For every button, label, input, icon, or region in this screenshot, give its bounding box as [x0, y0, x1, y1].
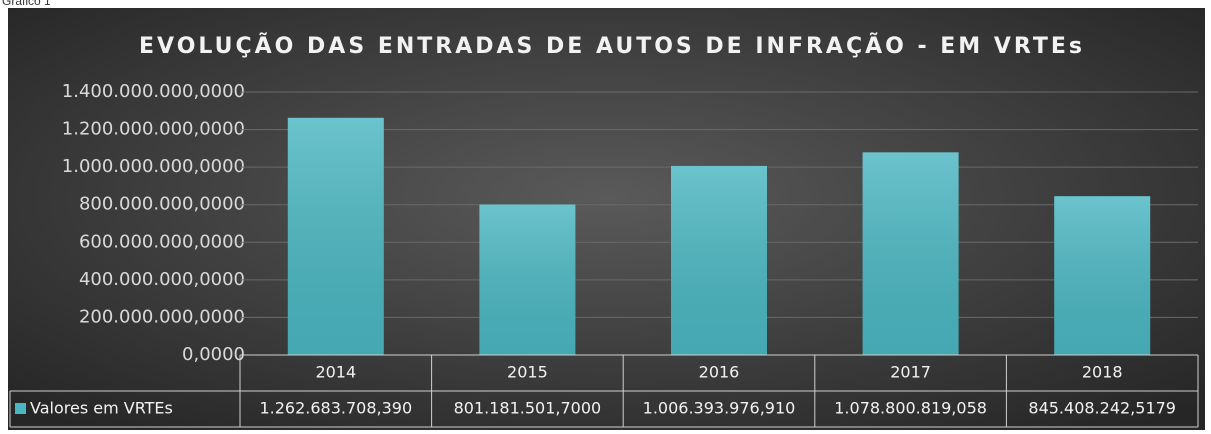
y-tick-label: 800.000.000,0000 — [79, 194, 245, 215]
bar-shade — [479, 204, 576, 355]
table-value: 845.408.242,5179 — [1028, 399, 1176, 418]
bar-shade — [862, 152, 959, 355]
y-tick-label: 400.000.000,0000 — [79, 269, 245, 290]
y-tick-label: 0,0000 — [182, 344, 245, 365]
x-tick-label: 2014 — [315, 363, 356, 382]
table-value: 1.262.683.708,390 — [259, 399, 412, 418]
y-tick-label: 1.200.000.000,0000 — [62, 119, 245, 140]
y-tick-label: 1.000.000.000,0000 — [62, 156, 245, 177]
table-value: 1.006.393.976,910 — [643, 399, 796, 418]
chart-title: EVOLUÇÃO DAS ENTRADAS DE AUTOS DE INFRAÇ… — [139, 33, 1085, 59]
y-tick-label: 200.000.000,0000 — [79, 306, 245, 327]
y-tick-label: 600.000.000,0000 — [79, 231, 245, 252]
bar-shade — [1054, 196, 1151, 355]
caption: Gráfico 1 — [2, 0, 51, 8]
bar-shade — [671, 165, 767, 355]
chart-background — [8, 8, 1205, 430]
x-tick-label: 2016 — [699, 363, 740, 382]
y-tick-label: 1.400.000.000,0000 — [62, 81, 245, 102]
table-value: 1.078.800.819,058 — [834, 399, 987, 418]
x-tick-label: 2017 — [890, 363, 931, 382]
bar-shade — [287, 117, 384, 356]
x-tick-label: 2015 — [507, 363, 548, 382]
table-value: 801.181.501,7000 — [454, 399, 602, 418]
legend-label: Valores em VRTEs — [30, 399, 173, 418]
x-tick-label: 2018 — [1082, 363, 1123, 382]
legend-swatch — [15, 403, 26, 414]
